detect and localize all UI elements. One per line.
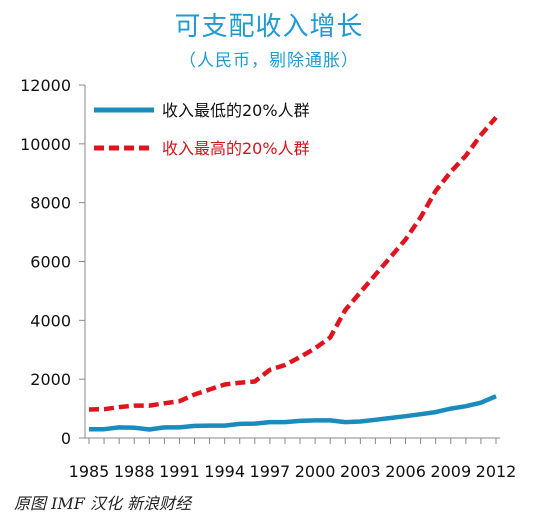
x-tick-label: 2000 [295, 462, 336, 481]
x-tick-label: 1997 [250, 462, 291, 481]
x-tick-label: 1988 [114, 462, 155, 481]
x-tick-label: 2003 [340, 462, 381, 481]
x-tick-label: 1985 [69, 462, 110, 481]
x-tick-label: 2012 [476, 462, 517, 481]
x-tick-label: 1994 [204, 462, 245, 481]
x-tick-label: 2006 [385, 462, 426, 481]
y-tick-label: 0 [61, 429, 71, 448]
series-line-2 [88, 115, 498, 412]
y-tick-label: 2000 [30, 370, 71, 389]
legend-label-1: 收入最低的20%人群 [162, 101, 310, 120]
y-tick-label: 4000 [30, 311, 71, 330]
x-tick-label: 1991 [159, 462, 200, 481]
y-tick-label: 6000 [30, 253, 71, 272]
source-note: 原图 IMF 汉化 新浪财经 [14, 494, 192, 513]
chart-subtitle: （人民币，剔除通胀） [179, 51, 359, 71]
x-tick-label: 2009 [430, 462, 471, 481]
y-tick-label: 10000 [20, 135, 71, 154]
chart-title: 可支配收入增长 [174, 12, 364, 42]
series-line-1 [89, 394, 497, 432]
y-tick-label: 12000 [20, 76, 71, 95]
y-tick-label: 8000 [30, 194, 71, 213]
legend-label-2: 收入最高的20%人群 [162, 139, 310, 158]
